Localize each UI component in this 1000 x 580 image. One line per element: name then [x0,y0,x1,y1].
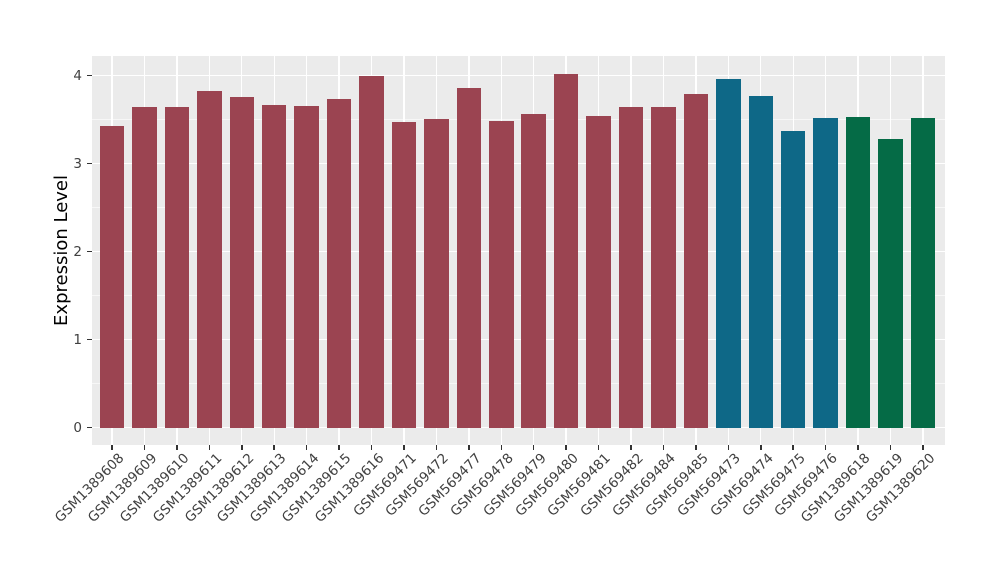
bar-GSM569478 [489,121,514,428]
y-tick-mark [87,74,92,77]
gridline-major-y [92,250,945,253]
bar-GSM1389611 [197,90,222,428]
y-tick-label: 4 [73,67,82,84]
bar-GSM1389618 [845,117,871,428]
x-tick-mark [241,445,243,450]
bar-GSM1389610 [164,107,190,428]
bar-GSM569484 [651,106,676,428]
x-tick-mark [532,445,535,450]
x-tick-mark [727,445,730,450]
bar-GSM569476 [813,117,838,428]
bar-GSM1389620 [910,117,936,428]
y-tick-label: 0 [73,419,82,436]
x-tick-mark [273,445,275,450]
x-tick-mark [857,445,859,450]
x-tick-mark [760,445,762,450]
gridline-major-y [92,74,945,77]
bar-GSM569474 [748,95,774,428]
bar-GSM569479 [521,114,546,428]
y-tick-label: 2 [73,243,82,260]
x-tick-mark [143,445,146,450]
gridline-minor-y [92,207,945,209]
x-tick-mark [111,445,113,450]
plot-panel [92,56,945,445]
bar-GSM1389612 [229,96,254,428]
x-tick-mark [338,445,340,450]
bar-GSM1389619 [878,139,903,428]
bar-GSM569471 [391,122,417,428]
x-tick-mark [305,445,308,450]
bar-GSM569480 [553,73,579,428]
bar-GSM1389608 [99,125,125,428]
bar-GSM569481 [586,116,611,428]
y-tick-label: 3 [73,155,82,172]
y-tick-label: 1 [73,331,82,348]
bar-GSM1389614 [294,105,319,428]
x-tick-mark [403,445,405,450]
bar-GSM1389616 [359,75,384,428]
y-tick-mark [87,162,92,165]
bar-GSM1389613 [261,104,287,428]
x-tick-mark [922,445,924,450]
x-tick-mark [435,445,438,450]
bar-GSM569475 [780,131,806,428]
y-tick-mark [87,426,92,429]
x-tick-mark [630,445,632,450]
gridline-minor-y [92,119,945,121]
x-tick-mark [370,445,373,450]
bar-GSM569485 [683,94,709,428]
x-tick-mark [176,445,178,450]
x-tick-mark [208,445,211,450]
x-tick-mark [889,445,892,450]
bar-GSM1389609 [132,106,157,428]
gridline-major-y [92,162,945,165]
x-tick-mark [468,445,470,450]
bar-GSM569473 [716,79,741,428]
x-tick-mark [565,445,567,450]
x-tick-mark [662,445,665,450]
x-tick-mark [500,445,503,450]
x-tick-mark [824,445,827,450]
gridline-minor-y [92,383,945,385]
bar-GSM569477 [456,88,482,428]
x-tick-mark [695,445,697,450]
gridline-minor-y [92,295,945,297]
gridline-major-y [92,426,945,429]
x-tick-mark [792,445,794,450]
bar-GSM569472 [424,118,449,428]
bar-GSM1389615 [326,98,352,428]
x-tick-mark [597,445,600,450]
gridline-major-y [92,338,945,341]
y-tick-mark [87,338,92,341]
y-tick-mark [87,250,92,253]
bar-GSM569482 [618,107,644,428]
